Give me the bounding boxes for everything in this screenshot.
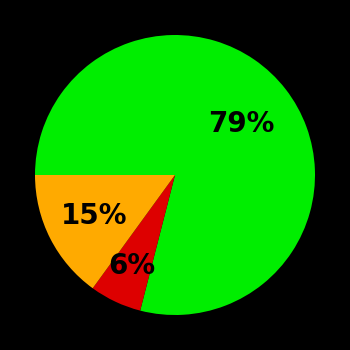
Text: 6%: 6% [108, 252, 156, 280]
Wedge shape [35, 35, 315, 315]
Wedge shape [93, 175, 175, 310]
Wedge shape [35, 175, 175, 288]
Text: 15%: 15% [61, 202, 127, 230]
Text: 79%: 79% [208, 110, 274, 138]
